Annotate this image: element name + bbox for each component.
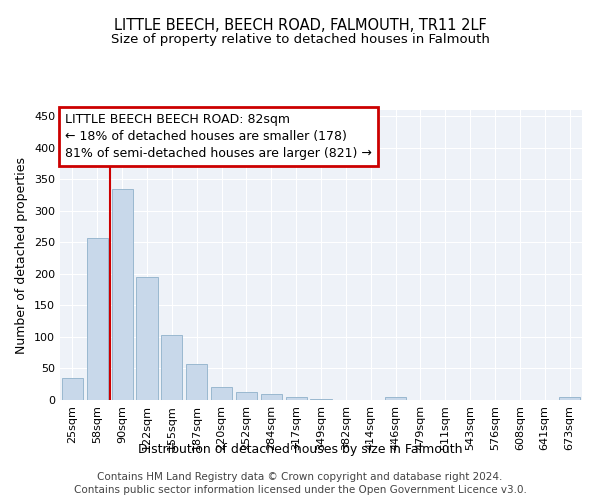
Text: LITTLE BEECH, BEECH ROAD, FALMOUTH, TR11 2LF: LITTLE BEECH, BEECH ROAD, FALMOUTH, TR11… xyxy=(113,18,487,32)
Bar xyxy=(559,398,580,400)
Text: Contains HM Land Registry data © Crown copyright and database right 2024.: Contains HM Land Registry data © Crown c… xyxy=(97,472,503,482)
Text: Contains public sector information licensed under the Open Government Licence v3: Contains public sector information licen… xyxy=(74,485,526,495)
Bar xyxy=(87,238,108,400)
Bar xyxy=(161,335,182,400)
Bar xyxy=(211,388,232,400)
Bar xyxy=(186,364,207,400)
Text: LITTLE BEECH BEECH ROAD: 82sqm
← 18% of detached houses are smaller (178)
81% of: LITTLE BEECH BEECH ROAD: 82sqm ← 18% of … xyxy=(65,113,372,160)
Y-axis label: Number of detached properties: Number of detached properties xyxy=(16,156,28,354)
Bar xyxy=(286,397,307,400)
Bar xyxy=(236,392,257,400)
Bar xyxy=(261,394,282,400)
Bar xyxy=(136,277,158,400)
Bar xyxy=(385,397,406,400)
Bar xyxy=(62,378,83,400)
Bar xyxy=(112,189,133,400)
Text: Size of property relative to detached houses in Falmouth: Size of property relative to detached ho… xyxy=(110,32,490,46)
Text: Distribution of detached houses by size in Falmouth: Distribution of detached houses by size … xyxy=(138,442,462,456)
